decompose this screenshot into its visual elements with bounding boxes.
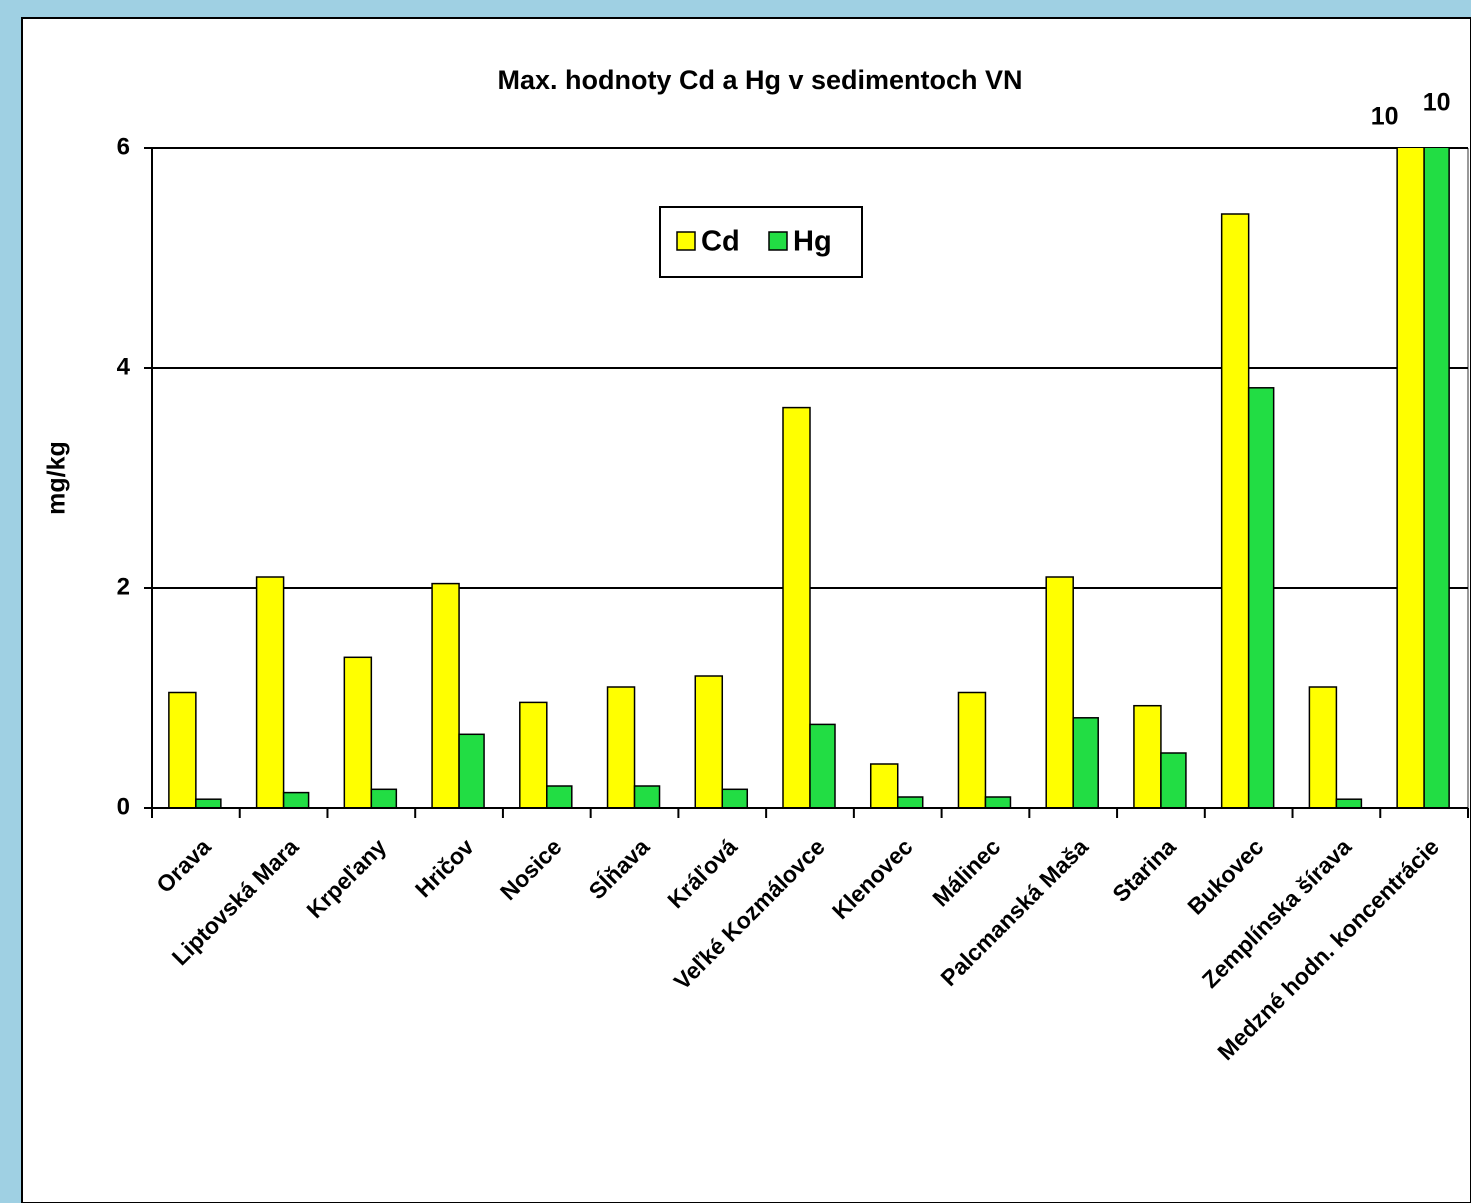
bar [195, 798, 222, 809]
bar [546, 785, 573, 809]
legend-label: Hg [793, 226, 832, 258]
bar [1072, 717, 1099, 809]
bar [255, 576, 285, 809]
bar [633, 785, 661, 809]
y-axis-label: mg/kg [43, 441, 71, 515]
bar [869, 763, 899, 809]
bar [1220, 213, 1250, 809]
bar [809, 723, 836, 809]
bar [1396, 148, 1425, 809]
y-tick-label: 0 [117, 793, 130, 820]
bar [370, 788, 398, 809]
bar [1133, 704, 1162, 809]
bar [694, 675, 724, 809]
bar [1045, 576, 1074, 809]
bar [168, 691, 197, 809]
data-label: 10 [1371, 103, 1399, 131]
bar [343, 656, 373, 809]
bar [1423, 148, 1450, 809]
bar [1308, 686, 1338, 809]
bar [1335, 798, 1363, 809]
bar [984, 796, 1012, 809]
bar [896, 796, 924, 809]
bar [721, 788, 749, 809]
data-label: 10 [1423, 89, 1451, 117]
chart-title: Max. hodnoty Cd a Hg v sedimentoch VN [497, 65, 1022, 95]
bar [431, 582, 460, 809]
bar [782, 406, 811, 809]
bar [282, 791, 310, 809]
bar [1247, 387, 1275, 809]
bar [606, 686, 636, 809]
legend-swatch [768, 231, 788, 251]
bar [957, 691, 987, 809]
legend-label: Cd [701, 226, 740, 258]
y-tick-label: 2 [117, 573, 130, 600]
bar [519, 701, 548, 809]
bar [458, 733, 485, 809]
legend-swatch [676, 231, 696, 251]
y-tick-label: 6 [117, 133, 130, 160]
y-tick-label: 4 [117, 353, 131, 380]
bar [1160, 752, 1187, 809]
